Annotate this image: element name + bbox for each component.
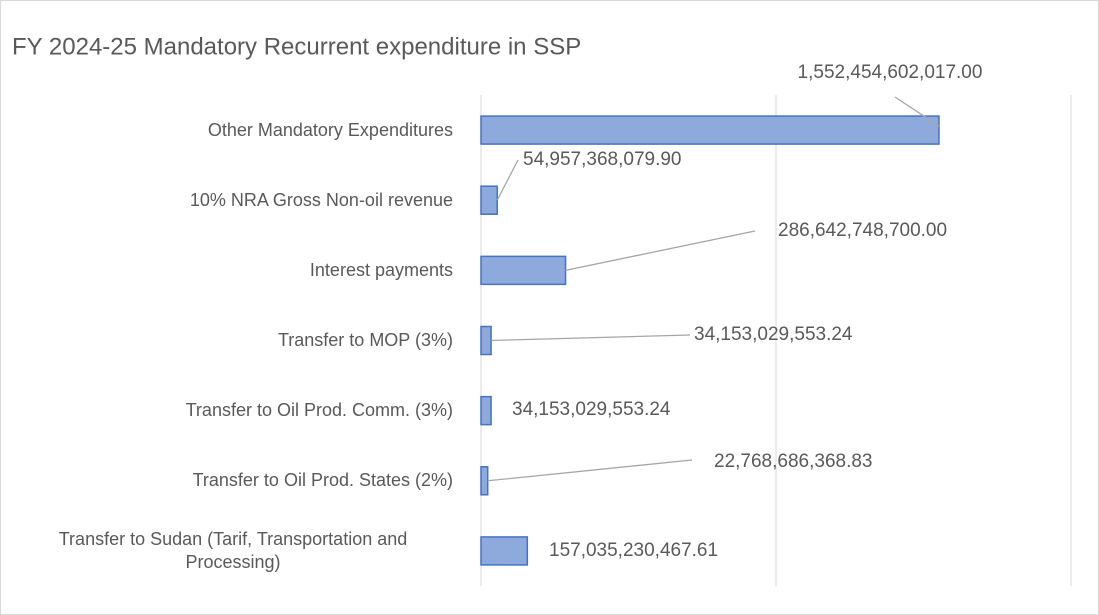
bar bbox=[480, 185, 498, 215]
leader-line bbox=[491, 334, 691, 342]
y-tick-label: Transfer to Oil Prod. States (2%) bbox=[192, 470, 453, 491]
data-label: 54,957,368,079.90 bbox=[523, 149, 682, 170]
bar bbox=[480, 395, 492, 426]
y-tick-label: Interest payments bbox=[309, 259, 453, 280]
bar bbox=[480, 255, 567, 286]
leader-line bbox=[487, 459, 693, 482]
y-tick-label: Transfer to Oil Prod. Comm. (3%) bbox=[185, 400, 453, 421]
y-tick-label: 10% NRA Gross Non-oil revenue bbox=[189, 189, 453, 210]
data-label: 1,552,454,602,017.00 bbox=[797, 62, 983, 83]
data-label: 34,153,029,553.24 bbox=[694, 324, 853, 345]
data-label: 157,035,230,467.61 bbox=[549, 540, 719, 561]
y-tick-label: Transfer to Sudan (Tarif, Transportation… bbox=[58, 528, 408, 572]
chart-title: FY 2024-25 Mandatory Recurrent expenditu… bbox=[12, 33, 581, 60]
y-tick-label: Transfer to MOP (3%) bbox=[277, 330, 453, 350]
y-tick-label: Other Mandatory Expenditures bbox=[207, 119, 453, 140]
leader-line bbox=[496, 159, 519, 201]
bar bbox=[480, 325, 492, 356]
leader-line bbox=[565, 230, 756, 271]
data-label: 286,642,748,700.00 bbox=[778, 220, 948, 241]
leader-line bbox=[894, 96, 940, 127]
bar bbox=[480, 115, 940, 145]
data-label: 22,768,686,368.83 bbox=[714, 451, 873, 472]
bar bbox=[480, 466, 489, 496]
bar bbox=[480, 536, 529, 566]
data-label: 34,153,029,553.24 bbox=[512, 399, 671, 420]
